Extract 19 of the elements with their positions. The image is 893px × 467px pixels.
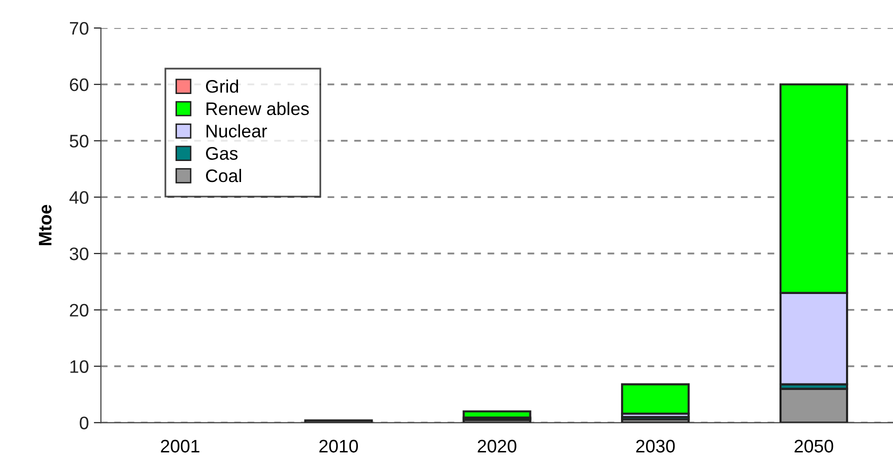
y-tick-label: 70 xyxy=(70,22,88,35)
y-axis-title: Mtoe xyxy=(38,204,52,246)
y-tick-label: 30 xyxy=(70,247,88,260)
x-tick-label: 2030 xyxy=(636,440,675,453)
y-tick-label: 10 xyxy=(70,360,88,373)
legend-label: Grid xyxy=(206,80,238,93)
y-tick-label: 40 xyxy=(69,191,88,204)
x-tick-label: 2050 xyxy=(794,440,834,453)
legend-label: Nuclear xyxy=(206,124,268,138)
legend-label: Renew ables xyxy=(206,102,309,116)
y-tick-label: 50 xyxy=(70,134,88,148)
legend-label: Coal xyxy=(206,168,242,182)
legend-label: Gas xyxy=(206,147,238,160)
x-tick-label: 2020 xyxy=(478,440,516,453)
y-tick-label: 0 xyxy=(80,416,88,430)
x-tick-label: 2001 xyxy=(160,440,200,453)
y-tick-label: 20 xyxy=(70,304,88,317)
x-tick-label: 2010 xyxy=(319,440,358,453)
y-tick-label: 60 xyxy=(70,78,88,92)
